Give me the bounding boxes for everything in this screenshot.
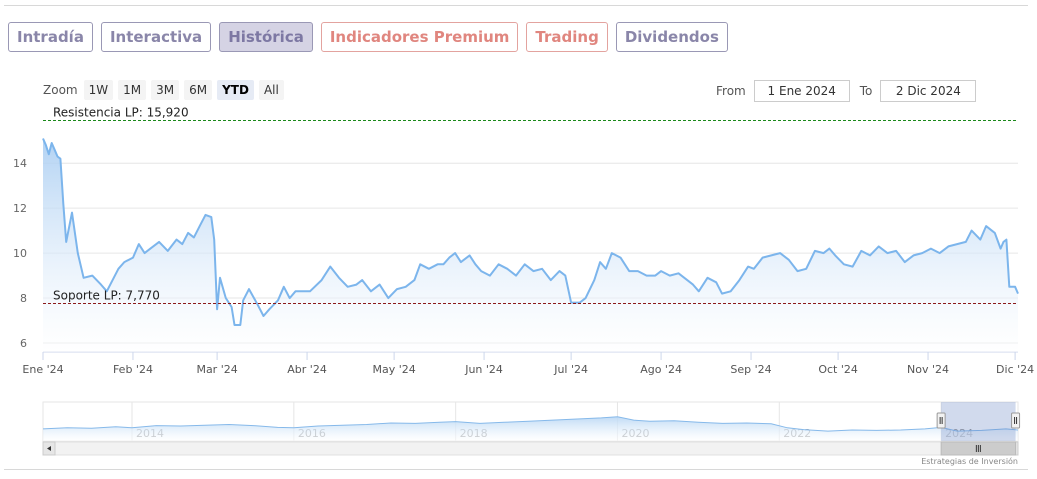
tab-historica[interactable]: Histórica [219, 22, 313, 52]
x-tick-label: Sep '24 [730, 363, 771, 376]
x-tick-label: Nov '24 [907, 363, 949, 376]
zoom-ytd-button[interactable]: YTD [217, 80, 254, 100]
top-divider [4, 5, 1028, 6]
chart-tabs: Intradía Interactiva Histórica Indicador… [8, 22, 728, 52]
price-series [42, 138, 1019, 352]
range-selector: Zoom 1W 1M 3M 6M YTD All [43, 79, 289, 101]
price-line [42, 138, 1019, 326]
navigator[interactable]: 201420162018202020222024 [42, 401, 1021, 456]
tab-trading[interactable]: Trading [526, 22, 608, 52]
zoom-6m-button[interactable]: 6M [184, 80, 213, 100]
price-area [43, 138, 1018, 352]
y-tick-label: 12 [13, 202, 27, 215]
to-date-input[interactable]: 2 Dic 2024 [880, 80, 977, 102]
support-line-label: Soporte LP: 7,770 [53, 289, 160, 303]
x-tick-label: Feb '24 [113, 363, 153, 376]
x-tick-label: Dic '24 [996, 363, 1034, 376]
tab-intradia[interactable]: Intradía [8, 22, 93, 52]
navigator-area [43, 416, 1018, 441]
x-tick-label: Jul '24 [553, 363, 588, 376]
zoom-1m-button[interactable]: 1M [118, 80, 147, 100]
x-axis: Ene '24 Feb '24 Mar '24 Abr '24 May '24 Jun '… [22, 351, 1034, 376]
y-axis: 6 8 10 12 14 [13, 157, 27, 350]
navigator-left-handle[interactable] [936, 412, 946, 429]
x-tick-label: May '24 [372, 363, 415, 376]
scroll-left-button[interactable] [42, 441, 56, 456]
from-date-input[interactable]: 1 Ene 2024 [753, 80, 850, 102]
watermark: Estrategias de Inversión [921, 457, 1018, 466]
navigator-right-handle[interactable] [1011, 412, 1021, 429]
navigator-selection[interactable] [941, 402, 1016, 441]
x-tick-label: Abr '24 [287, 363, 327, 376]
navigator-line [42, 416, 1019, 432]
y-tick-label: 10 [13, 247, 27, 260]
zoom-1w-button[interactable]: 1W [83, 80, 114, 100]
scrollbar-track[interactable] [42, 441, 1019, 456]
bottom-divider [4, 469, 1028, 470]
to-label: To [859, 84, 873, 98]
zoom-label: Zoom [43, 83, 78, 97]
plot-lines: Resistencia LP: 15,920 Soporte LP: 7,770 [43, 106, 1018, 304]
scrollbar-thumb[interactable] [940, 441, 1017, 456]
y-tick-label: 6 [20, 337, 27, 350]
tab-interactiva[interactable]: Interactiva [100, 22, 212, 52]
x-tick-label: Ene '24 [22, 363, 63, 376]
date-range: From 1 Ene 2024 To 2 Dic 2024 [716, 80, 986, 102]
from-label: From [716, 84, 746, 98]
x-tick-label: Jun '24 [464, 363, 503, 376]
tab-dividendos[interactable]: Dividendos [615, 22, 728, 52]
zoom-all-button[interactable]: All [258, 80, 284, 100]
x-tick-label: Mar '24 [196, 363, 237, 376]
y-tick-label: 8 [20, 292, 27, 305]
y-tick-label: 14 [13, 157, 27, 170]
zoom-3m-button[interactable]: 3M [151, 80, 180, 100]
x-tick-label: Ago '24 [640, 363, 682, 376]
resistance-line-label: Resistencia LP: 15,920 [53, 106, 189, 120]
x-tick-label: Oct '24 [818, 363, 858, 376]
tab-indicadores-premium[interactable]: Indicadores Premium [320, 22, 519, 52]
